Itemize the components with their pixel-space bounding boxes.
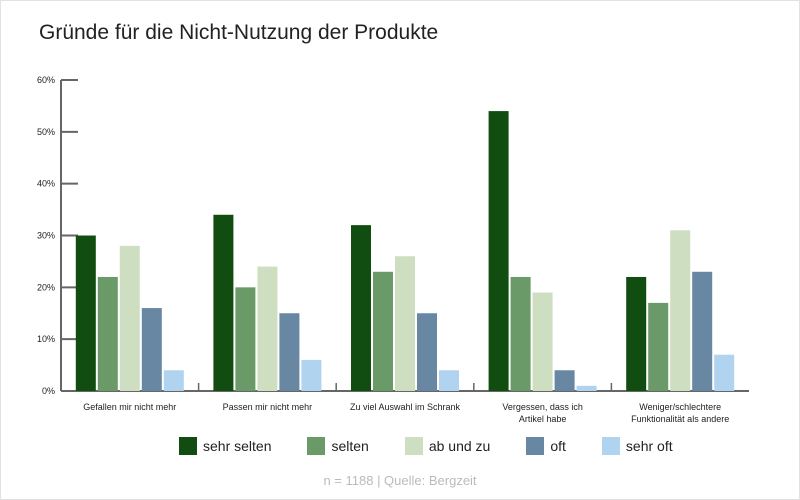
bar-sehr-oft — [163, 370, 184, 391]
bar-sehr-oft — [301, 359, 322, 391]
legend-label: oft — [550, 438, 566, 454]
y-tick-label: 40% — [37, 179, 55, 189]
bar-sehr-selten — [213, 214, 234, 391]
x-category-label: Passen mir nicht mehr — [223, 402, 313, 412]
x-category-label: Funktionalität als andere — [631, 414, 729, 424]
legend-label: ab und zu — [428, 438, 491, 454]
y-tick-label: 50% — [37, 127, 55, 137]
bar-sehr-oft — [576, 385, 597, 391]
y-tick-label: 10% — [37, 334, 55, 344]
bar-sehr-selten — [351, 225, 371, 391]
bar-selten — [510, 276, 531, 391]
bar-sehr-oft — [439, 370, 459, 391]
bar-ab-und-zu — [257, 266, 278, 391]
bar-oft — [141, 308, 162, 391]
bar-sehr-oft — [714, 354, 735, 391]
bar-sehr-selten — [75, 235, 96, 391]
y-tick-label: 20% — [37, 282, 55, 292]
bar-sehr-selten — [626, 276, 647, 391]
bar-oft — [692, 271, 713, 391]
legend-swatch — [179, 437, 197, 455]
legend-item: oft — [526, 437, 566, 455]
bar-ab-und-zu — [670, 230, 691, 391]
x-category-label: Vergessen, dass ich — [502, 402, 583, 412]
legend-item: sehr selten — [179, 437, 271, 455]
x-category-label: Gefallen mir nicht mehr — [83, 402, 176, 412]
bar-chart: 0% 10% 20% 30% 40% 50% 60% Gefallen mir nicht m… — [37, 75, 749, 424]
legend-swatch — [404, 437, 423, 455]
bar-selten — [235, 287, 256, 391]
legend-label: selten — [331, 438, 369, 454]
legend-item: selten — [307, 437, 369, 455]
x-category-label: Weniger/schlechtere — [639, 402, 721, 412]
legend-swatch — [526, 437, 545, 455]
bar-ab-und-zu — [395, 256, 415, 391]
y-tick-label: 0% — [42, 386, 55, 396]
legend-item: sehr oft — [601, 437, 673, 455]
bar-oft — [279, 313, 300, 391]
x-category-label: Artikel habe — [519, 414, 567, 424]
y-tick-label: 60% — [37, 75, 55, 85]
bar-selten — [373, 271, 393, 391]
legend-swatch — [307, 437, 326, 455]
legend-swatch — [601, 437, 620, 455]
bar-oft — [417, 313, 437, 391]
legend: sehr selten selten ab und zu oft sehr oft — [179, 437, 709, 455]
bar-ab-und-zu — [532, 292, 553, 391]
legend-label: sehr selten — [203, 438, 272, 454]
chart-title: Gründe für die Nicht-Nutzung der Produkt… — [39, 21, 439, 44]
source-note: n = 1188 | Quelle: Bergzeit — [323, 473, 477, 488]
y-tick-label: 30% — [37, 231, 55, 241]
bar-ab-und-zu — [119, 245, 140, 391]
legend-label: sehr oft — [625, 438, 673, 454]
legend-item: ab und zu — [404, 437, 491, 455]
bar-selten — [97, 276, 118, 391]
bar-oft — [554, 370, 575, 391]
x-category-label: Zu viel Auswahl im Schrank — [350, 402, 461, 412]
bar-sehr-selten — [488, 111, 509, 391]
bar-selten — [648, 302, 669, 391]
